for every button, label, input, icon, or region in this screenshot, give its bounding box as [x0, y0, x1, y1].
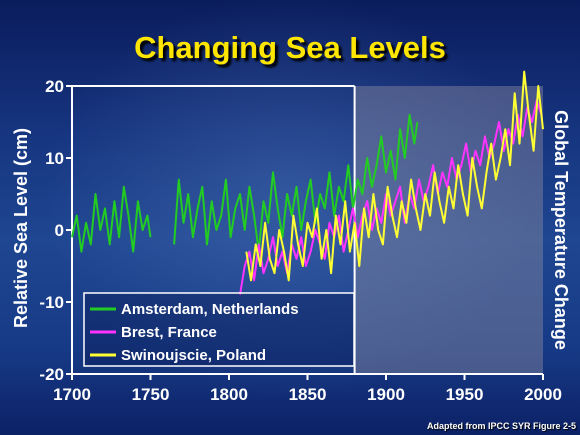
slide-title: Changing Sea Levels	[134, 30, 446, 65]
y-tick-label: 20	[45, 77, 64, 96]
legend-label: Brest, France	[121, 324, 217, 341]
x-tick-label: 1750	[132, 385, 170, 404]
source-credit: Adapted from IPCC SYR Figure 2-5	[426, 421, 576, 431]
y-tick-label: -20	[39, 365, 64, 384]
x-tick-label: 1900	[367, 385, 405, 404]
legend-box	[83, 292, 355, 367]
legend-label: Amsterdam, Netherlands	[121, 301, 299, 318]
y-tick-label: 0	[55, 221, 64, 240]
right-axis-title: Global Temperature Change	[551, 110, 571, 350]
y-tick-label: -10	[39, 293, 64, 312]
x-tick-label: 2000	[524, 385, 562, 404]
legend-label: Swinoujscie, Poland	[121, 347, 266, 364]
series-line-0	[71, 185, 152, 253]
x-tick-label: 1850	[289, 385, 327, 404]
x-tick-label: 1950	[446, 385, 484, 404]
x-tick-label: 1800	[210, 385, 248, 404]
y-axis-title: Relative Sea Level (cm)	[11, 128, 31, 328]
series-line-2	[245, 70, 544, 282]
x-tick-label: 1700	[53, 385, 91, 404]
series-line-0	[173, 113, 419, 253]
y-tick-label: 10	[45, 149, 64, 168]
